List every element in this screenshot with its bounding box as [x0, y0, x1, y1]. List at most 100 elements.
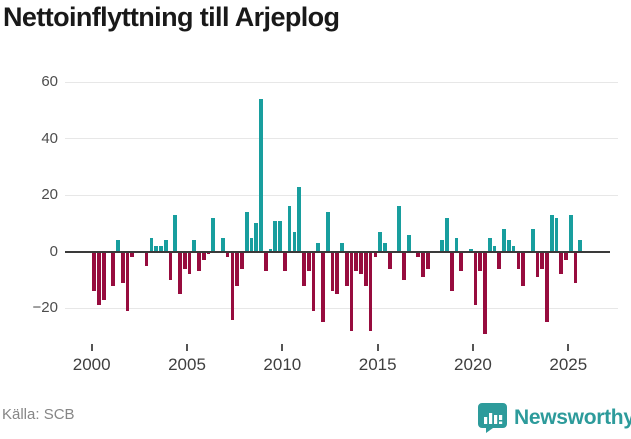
x-axis-tick-label: 2005: [168, 355, 206, 374]
bar: [368, 251, 373, 331]
x-axis-tick-label: 2025: [549, 355, 588, 374]
bar: [349, 251, 354, 331]
y-axis-tick-label: −20: [32, 299, 58, 317]
bar: [292, 231, 297, 252]
x-axis-tick-mark: [281, 344, 284, 351]
bar: [487, 237, 492, 252]
bar: [197, 251, 201, 272]
bar: [221, 237, 225, 252]
bar: [101, 251, 106, 300]
bar: [244, 212, 249, 252]
bar: [321, 251, 325, 323]
x-axis-tick-mark: [376, 344, 379, 351]
bar: [406, 234, 411, 252]
bar: [116, 240, 120, 252]
bar: [335, 251, 340, 295]
newsworthy-wordmark: Newsworthy: [514, 405, 631, 429]
x-axis-tick-label: 2010: [263, 355, 302, 374]
x-axis-tick-mark: [471, 344, 474, 351]
bar: [545, 251, 549, 323]
bar: [354, 251, 359, 272]
bar: [97, 251, 101, 306]
bar: [235, 251, 240, 286]
bar: [130, 251, 135, 258]
bar: [254, 223, 259, 252]
bar: [492, 246, 497, 252]
bar: [278, 220, 282, 252]
bar: [225, 251, 230, 258]
bar: [282, 251, 287, 272]
bar: [263, 251, 268, 272]
x-axis-tick-label: 2020: [454, 355, 492, 374]
bar: [497, 251, 502, 269]
bar: [154, 246, 159, 252]
gridline: [65, 194, 618, 196]
bar: [373, 251, 378, 258]
bar: [559, 251, 564, 275]
bar: [259, 99, 263, 252]
bar: [568, 214, 573, 252]
bar: [402, 251, 406, 280]
bar: [454, 237, 459, 252]
bar: [468, 248, 473, 252]
bar: [340, 243, 344, 252]
bar: [182, 251, 187, 269]
bar: [330, 251, 335, 292]
bar: [149, 237, 154, 252]
bar: [230, 251, 235, 320]
bar: [383, 243, 387, 252]
bar: [483, 251, 487, 334]
zero-line: [65, 250, 610, 253]
bar: [192, 240, 197, 252]
bar: [364, 251, 368, 286]
chart-title: Nettoinflyttning till Arjeplog: [3, 2, 340, 32]
bar: [249, 237, 254, 252]
bar: [344, 251, 349, 286]
bar: [111, 251, 116, 286]
bar: [297, 186, 301, 252]
bar: [302, 251, 306, 286]
bar: [211, 217, 216, 252]
bar: [549, 214, 554, 252]
bar: [240, 251, 244, 269]
bar: [187, 251, 192, 275]
gridline: [65, 81, 618, 83]
bar: [206, 251, 211, 255]
newsworthy-brand[interactable]: Newsworthy: [477, 400, 631, 434]
bar: [440, 240, 444, 252]
bar: [273, 220, 278, 252]
bar: [120, 251, 125, 283]
bar: [173, 214, 178, 252]
bar: [421, 251, 425, 278]
y-axis-tick-label: 40: [41, 129, 58, 147]
bar: [449, 251, 454, 292]
bar: [125, 251, 130, 312]
y-axis-tick-label: 0: [49, 242, 58, 260]
bar: [478, 251, 483, 272]
bar: [530, 229, 535, 252]
bar: [311, 251, 316, 312]
gridline: [65, 138, 618, 140]
bar: [564, 251, 568, 261]
bar: [459, 251, 464, 272]
bar: [378, 231, 383, 252]
bar: [521, 251, 525, 286]
bar: [578, 240, 583, 252]
x-axis-tick-mark: [90, 344, 93, 351]
bar: [387, 251, 392, 269]
bar: [325, 212, 330, 252]
bar: [359, 251, 363, 275]
bar: [516, 251, 521, 269]
bar: [178, 251, 182, 295]
bar: [540, 251, 545, 269]
newsworthy-logo-icon: [478, 402, 507, 433]
x-axis-tick-label: 2000: [72, 355, 111, 374]
bar: [506, 240, 511, 252]
bar: [573, 251, 578, 283]
bar: [316, 243, 321, 252]
bar: [554, 217, 559, 252]
bar: [168, 251, 173, 280]
bar: [287, 206, 292, 252]
